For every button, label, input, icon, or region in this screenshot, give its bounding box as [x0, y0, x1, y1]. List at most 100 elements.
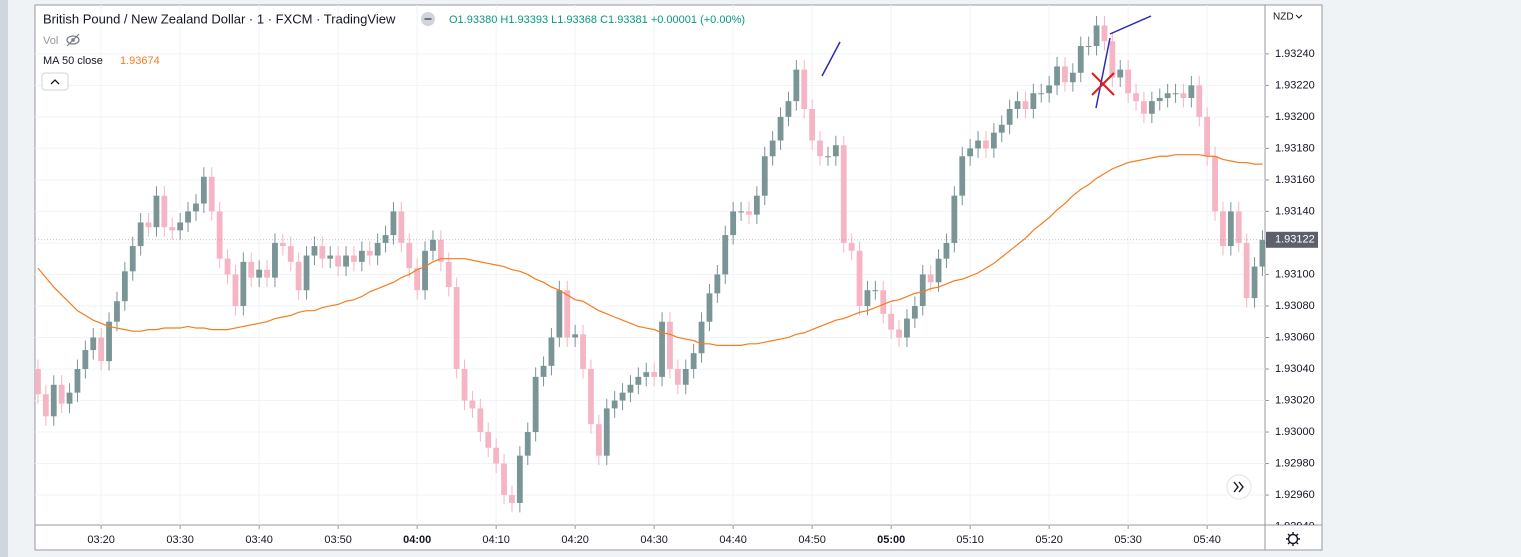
candle-body: [603, 408, 610, 456]
candle-body: [809, 109, 816, 141]
candle-body: [1077, 45, 1084, 73]
candle-body: [1235, 211, 1242, 243]
candle-body: [1022, 101, 1029, 109]
x-tick-label: 04:50: [798, 534, 826, 546]
candle-body: [74, 369, 81, 393]
trend-line[interactable]: [1095, 37, 1111, 109]
candle-body: [872, 290, 879, 292]
candle-body: [311, 246, 318, 256]
candle-body: [967, 148, 974, 157]
candle-body: [319, 246, 326, 259]
candle-body: [493, 447, 500, 464]
candle-body: [1259, 239, 1265, 267]
candle-body: [532, 376, 539, 433]
indicator-name: MA 50 close: [43, 55, 103, 67]
x-tick-label: 03:30: [166, 534, 194, 546]
candle-body: [730, 211, 737, 236]
candle-body: [1141, 101, 1147, 114]
candle-body: [137, 222, 144, 247]
candle-body: [1220, 211, 1226, 247]
candle-body: [272, 242, 278, 278]
candle-body: [1172, 93, 1179, 95]
candles: [35, 16, 1265, 513]
candle-body: [390, 211, 397, 236]
candle-body: [414, 268, 421, 291]
candle-body: [256, 269, 263, 278]
x-tick-label: 04:00: [403, 534, 431, 546]
candle-body: [769, 140, 776, 157]
candle-body: [106, 321, 112, 362]
candle-body: [738, 211, 744, 213]
gear-teeth: [1286, 532, 1300, 546]
collapse-button[interactable]: [41, 72, 69, 91]
currency-label[interactable]: NZD: [1273, 12, 1294, 23]
candle-body: [880, 290, 887, 314]
candle-body: [667, 321, 673, 369]
y-tick-label: 1.93100: [1275, 268, 1315, 280]
scroll-to-realtime[interactable]: [1226, 474, 1252, 500]
candle-body: [129, 246, 136, 272]
candle-body: [927, 274, 934, 283]
candle-body: [248, 261, 255, 278]
candle-body: [477, 408, 484, 433]
candle-body: [1125, 69, 1132, 94]
volume-label: Vol: [43, 35, 58, 47]
candle-body: [145, 222, 152, 228]
candle-body: [1156, 97, 1163, 102]
time-axis: 03:20 03:30 03:40 03:50 04:00 04:10 04:20 04:30…: [87, 525, 1221, 546]
candle-body: [714, 274, 721, 294]
x-tick-label: 03:50: [324, 534, 352, 546]
candle-body: [1133, 93, 1139, 102]
candle-body: [177, 222, 184, 231]
trend-line[interactable]: [821, 41, 841, 77]
trend-line[interactable]: [1109, 15, 1152, 35]
last-price-tag: [1266, 231, 1318, 248]
candle-body: [224, 258, 231, 275]
candle-body: [595, 424, 602, 456]
candle-body: [374, 242, 381, 256]
candle-body: [98, 337, 105, 362]
overlay: [37, 154, 1263, 346]
y-tick-label: 1.93140: [1275, 205, 1315, 217]
candle-body: [461, 369, 468, 401]
candle-body: [975, 140, 981, 149]
candle-body: [793, 69, 800, 102]
indicator-value: 1.93674: [120, 55, 160, 67]
candle-body: [1196, 85, 1203, 117]
settings-button[interactable]: [1286, 532, 1300, 546]
y-tick-label: 1.93060: [1275, 331, 1315, 343]
candle-body: [785, 101, 792, 117]
hidden-eye-icon[interactable]: [66, 33, 80, 47]
y-tick-label: 1.93180: [1275, 142, 1315, 154]
candle-body: [1006, 109, 1013, 125]
candle-body: [501, 463, 507, 496]
x-tick-label: 05:20: [1035, 534, 1063, 546]
candle-body: [911, 305, 918, 319]
candle-body: [611, 400, 618, 409]
candle-body: [840, 145, 847, 243]
candle-body: [1164, 93, 1171, 98]
candle-body: [959, 156, 966, 196]
x-tick-label: 05:30: [1114, 534, 1142, 546]
candle-body: [1101, 25, 1108, 42]
candle-body: [327, 255, 334, 259]
candle-body: [437, 239, 444, 262]
candle-body: [216, 211, 223, 259]
last-price-label: 1.93122: [1275, 234, 1315, 246]
ohlc-legend: O1.93380 H1.93393 L1.93368 C1.93381 +0.0…: [449, 14, 745, 26]
candle-body: [1046, 85, 1053, 94]
candle-body: [983, 140, 989, 149]
candle-body: [888, 313, 895, 330]
candle-body: [935, 258, 942, 283]
x-tick-label: 05:00: [877, 534, 905, 546]
candle-body: [1204, 116, 1211, 157]
candle-body: [430, 239, 436, 251]
candle-body: [469, 400, 476, 409]
candle-body: [208, 176, 215, 212]
x-tick-label: 04:30: [640, 534, 668, 546]
y-tick-label: 1.93000: [1275, 426, 1315, 438]
cross-mark[interactable]: [1091, 72, 1115, 96]
candle-body: [90, 337, 97, 351]
candle-body: [1243, 242, 1250, 299]
